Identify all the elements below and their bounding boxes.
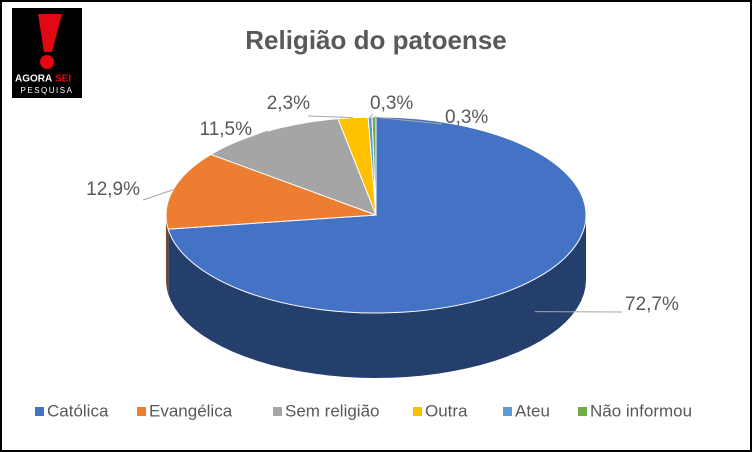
legend-marker: [35, 407, 44, 416]
data-label: 72,7%: [625, 294, 679, 315]
logo-tagline: PESQUISA: [21, 86, 74, 95]
logo-mark: [38, 14, 62, 52]
logo-brand: AGORA: [15, 74, 52, 85]
legend-marker: [503, 407, 512, 416]
leader-line: [307, 115, 353, 119]
legend-label: Evangélica: [149, 401, 233, 420]
legend-label: Não informou: [590, 401, 692, 420]
legend-label: Sem religião: [285, 401, 380, 420]
slice-side: [166, 215, 169, 295]
leader-line: [142, 189, 174, 201]
legend-marker: [137, 407, 146, 416]
legend-marker: [413, 407, 422, 416]
slice-side: [168, 215, 586, 378]
legend-marker: [578, 407, 587, 416]
logo-brand-accent: SEI: [55, 74, 71, 85]
data-label: 0,3%: [370, 93, 413, 114]
data-label: 11,5%: [200, 119, 253, 140]
slice: [209, 118, 377, 216]
slice: [167, 116, 587, 314]
logo: AGORA SEI PESQUISA: [12, 8, 82, 98]
leader-line: [369, 113, 374, 118]
slice: [165, 153, 377, 230]
legend-label: Ateu: [515, 401, 550, 420]
logo-dot: [40, 55, 54, 69]
legend-label: Outra: [425, 401, 468, 420]
leader-line: [251, 130, 268, 138]
legend-marker: [273, 407, 282, 416]
data-label: 12,9%: [86, 179, 140, 200]
data-label: 0,3%: [445, 107, 488, 128]
chart-title: Religião do patoense: [245, 25, 507, 55]
legend-label: Católica: [47, 401, 109, 420]
leader-line: [373, 116, 443, 125]
data-label: 2,3%: [267, 93, 310, 114]
